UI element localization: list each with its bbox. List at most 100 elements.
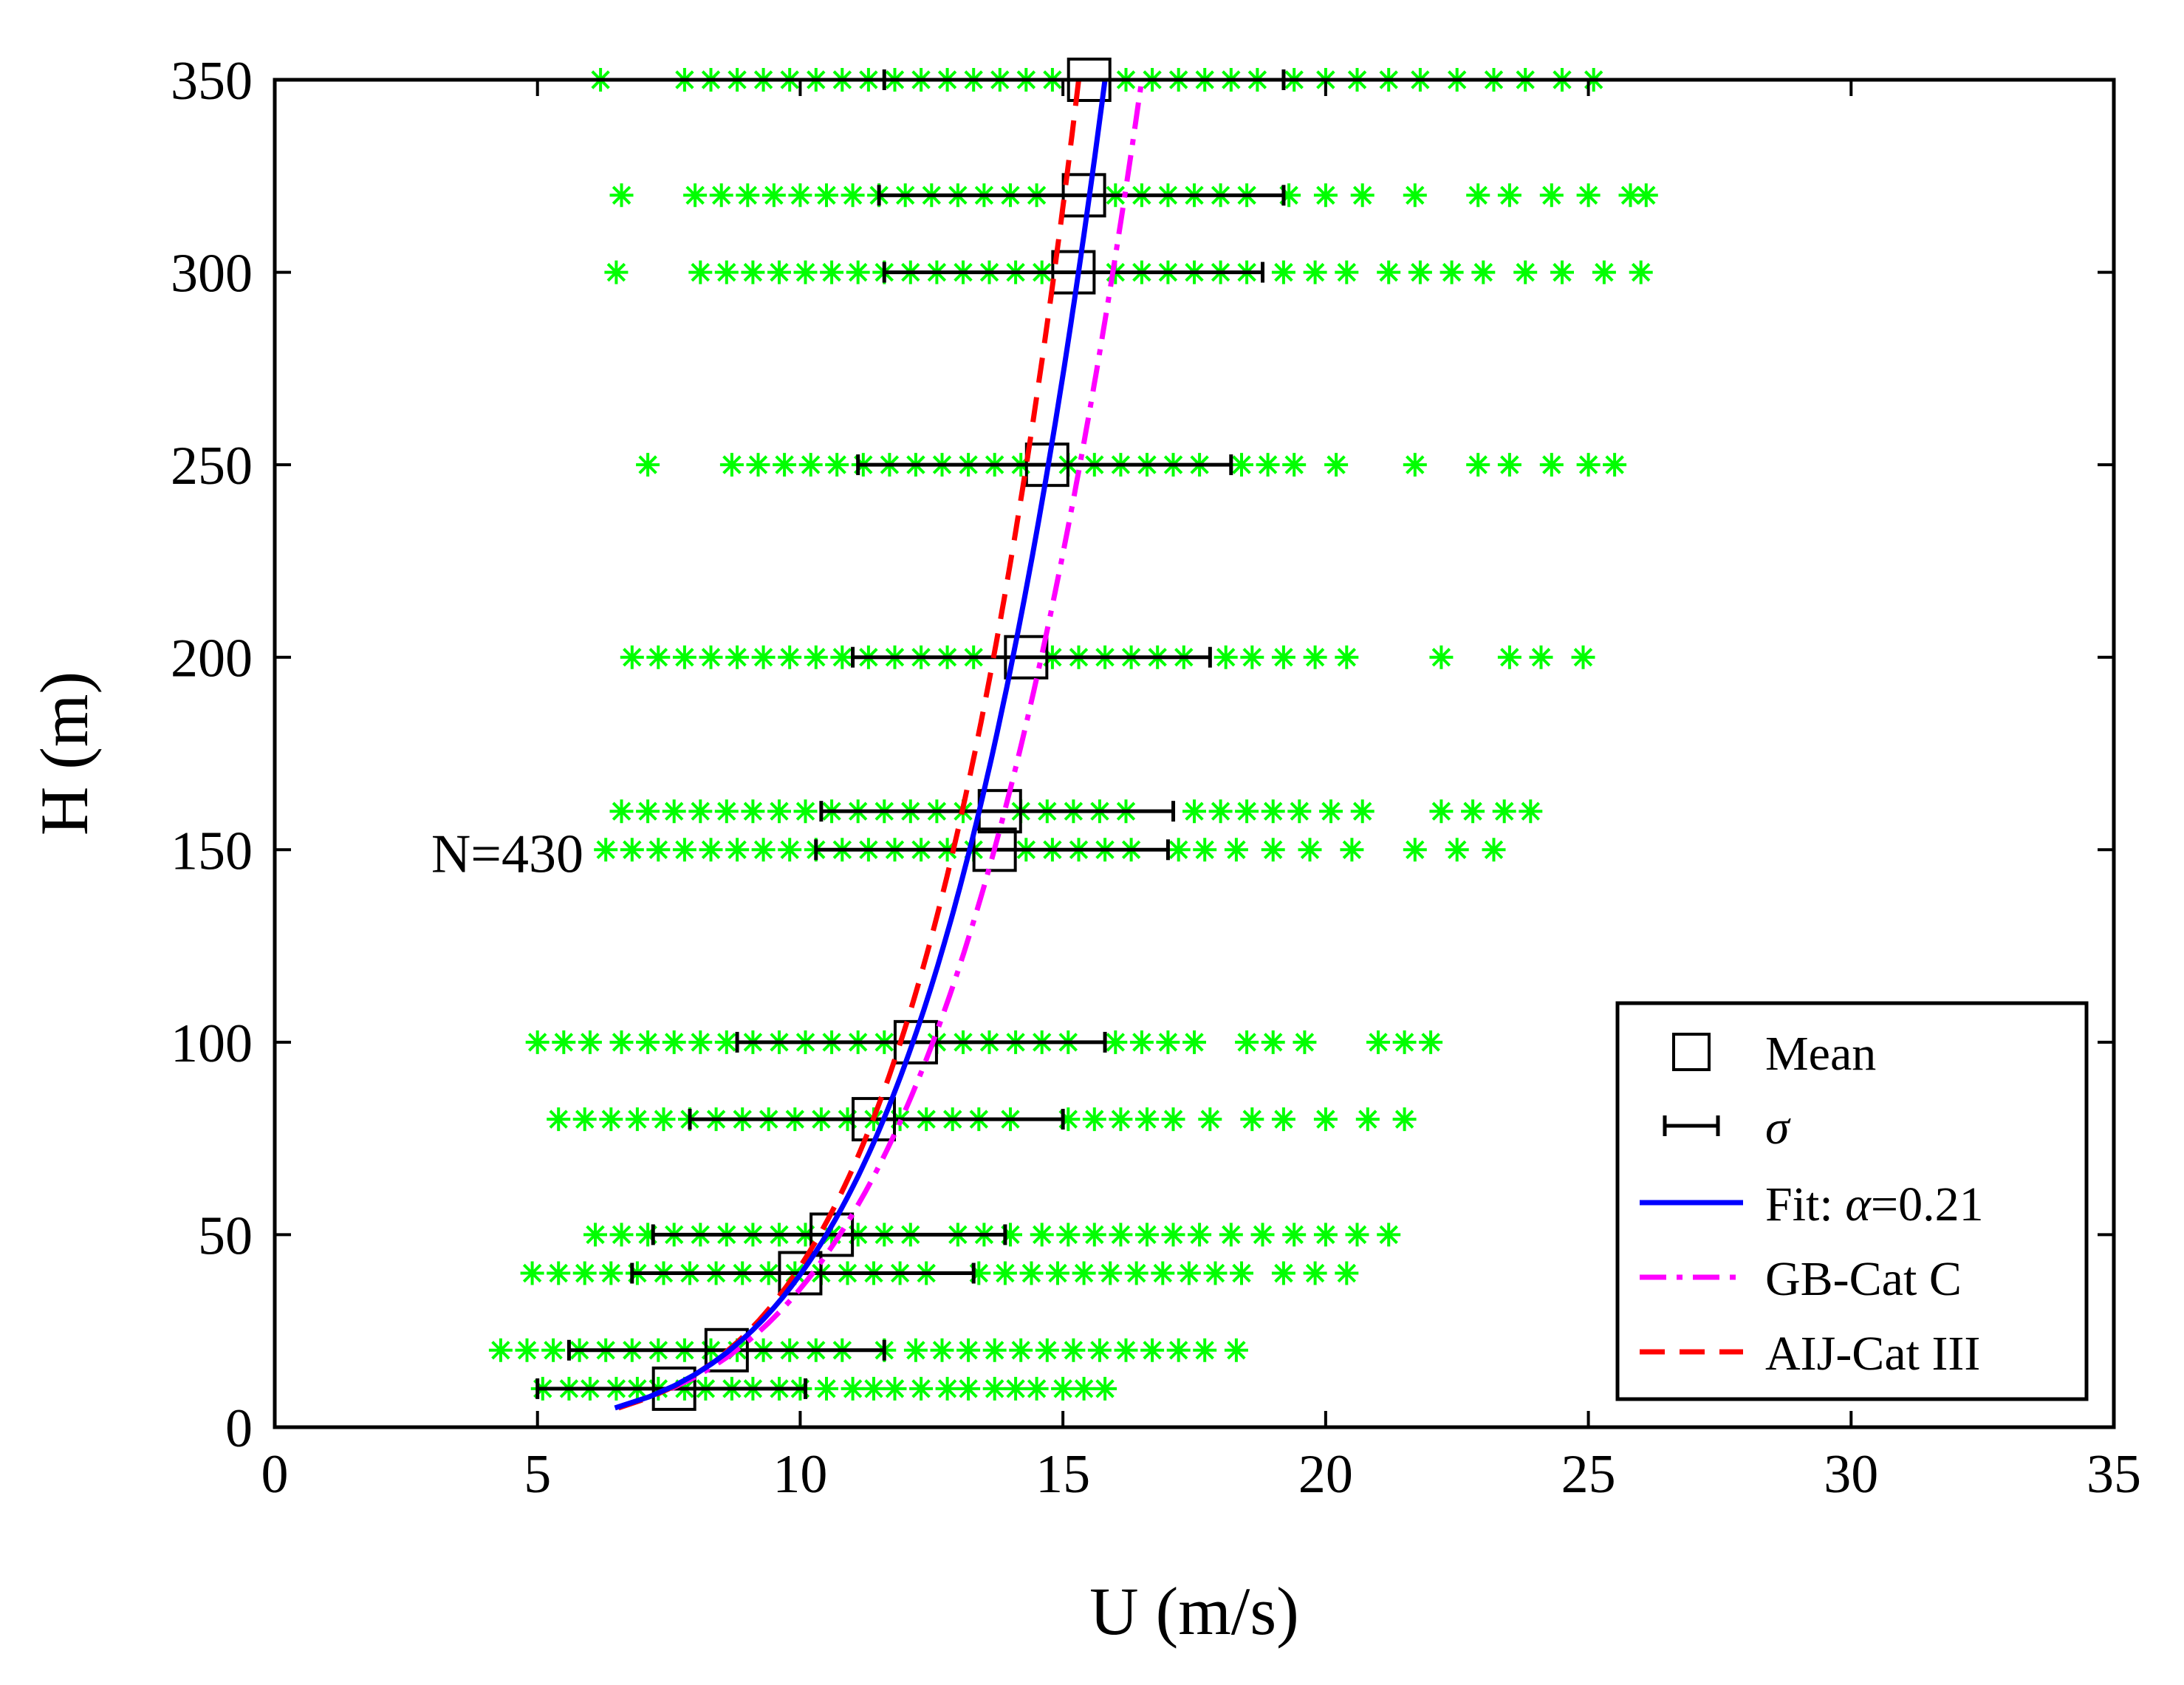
sample-point xyxy=(609,799,634,824)
sample-point xyxy=(599,1107,623,1132)
sample-point xyxy=(778,838,802,862)
sample-point xyxy=(572,1261,597,1285)
sample-point xyxy=(1629,260,1653,284)
sample-point xyxy=(1109,1223,1133,1247)
sample-point xyxy=(1271,645,1295,669)
sample-point xyxy=(935,1376,959,1401)
sample-point xyxy=(547,1261,571,1285)
sample-point xyxy=(1166,1338,1191,1362)
sample-point xyxy=(930,1338,954,1362)
aij-cat-iii-curve xyxy=(617,79,1081,1411)
sample-point xyxy=(725,645,750,669)
sample-point xyxy=(761,183,786,208)
legend-sigma-label: σ xyxy=(1765,1101,1791,1155)
sample-point xyxy=(1492,799,1516,824)
sample-point xyxy=(683,183,708,208)
sample-point xyxy=(741,799,765,824)
x-tick-label: 20 xyxy=(1298,1444,1353,1505)
sample-point xyxy=(773,453,797,477)
sample-point xyxy=(1377,1223,1401,1247)
sample-point xyxy=(1161,1107,1185,1132)
sample-point xyxy=(1319,799,1343,824)
sample-point xyxy=(1377,260,1401,284)
sample-point xyxy=(520,1261,544,1285)
sample-point xyxy=(793,260,818,284)
sample-point xyxy=(1114,1338,1138,1362)
sample-point xyxy=(1571,645,1595,669)
sample-point xyxy=(788,183,812,208)
sample-point xyxy=(736,183,760,208)
sample-point xyxy=(1287,799,1312,824)
sample-point xyxy=(636,1223,660,1247)
sample-point xyxy=(1277,183,1301,208)
sample-point xyxy=(1030,1223,1054,1247)
sample-point xyxy=(1224,1338,1248,1362)
sample-point xyxy=(967,1261,991,1285)
y-tick-label: 200 xyxy=(171,629,253,689)
sample-point xyxy=(1340,838,1364,862)
sample-point xyxy=(1240,645,1264,669)
sample-point xyxy=(672,838,696,862)
sample-point xyxy=(1193,1338,1217,1362)
sample-point xyxy=(714,260,739,284)
sample-point xyxy=(578,1030,602,1054)
legend-gb-label: GB-Cat C xyxy=(1765,1252,1962,1306)
sample-point xyxy=(1303,1261,1327,1285)
sample-point xyxy=(1634,183,1658,208)
sample-point xyxy=(903,1338,928,1362)
sample-point xyxy=(1466,183,1490,208)
sample-point xyxy=(751,645,776,669)
sample-point xyxy=(488,1338,513,1362)
sample-count-annotation: N=430 xyxy=(431,824,583,884)
legend: Mean σ Fit: α=0.21 GB-Cat C AIJ-Cat III xyxy=(1615,1001,2089,1401)
sample-point xyxy=(719,453,744,477)
sample-point xyxy=(1208,799,1233,824)
sample-point xyxy=(1235,799,1259,824)
sample-point xyxy=(1051,1376,1075,1401)
sample-point xyxy=(1497,183,1521,208)
sample-point xyxy=(1403,453,1427,477)
y-tick-label: 150 xyxy=(171,821,253,881)
gb-cat-c-curve xyxy=(670,79,1145,1392)
sample-point xyxy=(1004,1376,1028,1401)
sample-point xyxy=(1061,1338,1086,1362)
sample-point xyxy=(572,1107,597,1132)
sample-point xyxy=(982,1338,1007,1362)
sample-point xyxy=(1392,1030,1417,1054)
sample-point xyxy=(1618,183,1643,208)
sample-point xyxy=(1539,453,1564,477)
x-tick-label: 30 xyxy=(1824,1444,1878,1505)
sample-point xyxy=(751,838,776,862)
y-tick-label: 300 xyxy=(171,244,253,304)
sample-point xyxy=(1497,645,1521,669)
sample-point xyxy=(862,1376,886,1401)
x-tick-label: 0 xyxy=(261,1444,289,1505)
sample-point xyxy=(1592,260,1616,284)
sample-point xyxy=(1224,838,1248,862)
sample-point xyxy=(767,260,791,284)
sample-point xyxy=(1124,1261,1149,1285)
sample-point xyxy=(982,1376,1007,1401)
sample-point xyxy=(1539,183,1564,208)
mean-marker xyxy=(1061,173,1106,218)
sample-point xyxy=(1471,260,1496,284)
sample-point xyxy=(1082,1107,1106,1132)
sample-point xyxy=(1513,260,1538,284)
sample-point xyxy=(1350,799,1375,824)
x-tick-label: 10 xyxy=(773,1444,827,1505)
sample-point xyxy=(515,1338,539,1362)
legend-fit-alpha: α xyxy=(1845,1178,1872,1231)
sample-point xyxy=(547,1107,571,1132)
sample-point xyxy=(1261,1030,1285,1054)
sample-point xyxy=(1519,799,1543,824)
sample-point xyxy=(815,183,838,208)
y-axis-title: H (m) xyxy=(27,671,102,835)
profile-curves-layer xyxy=(614,79,1145,1411)
sample-point xyxy=(1198,1107,1222,1132)
y-tick-label: 100 xyxy=(171,1014,253,1074)
sample-point xyxy=(552,1030,576,1054)
sample-point xyxy=(609,1030,634,1054)
sample-point xyxy=(1230,453,1253,477)
sample-point xyxy=(1024,1376,1049,1401)
